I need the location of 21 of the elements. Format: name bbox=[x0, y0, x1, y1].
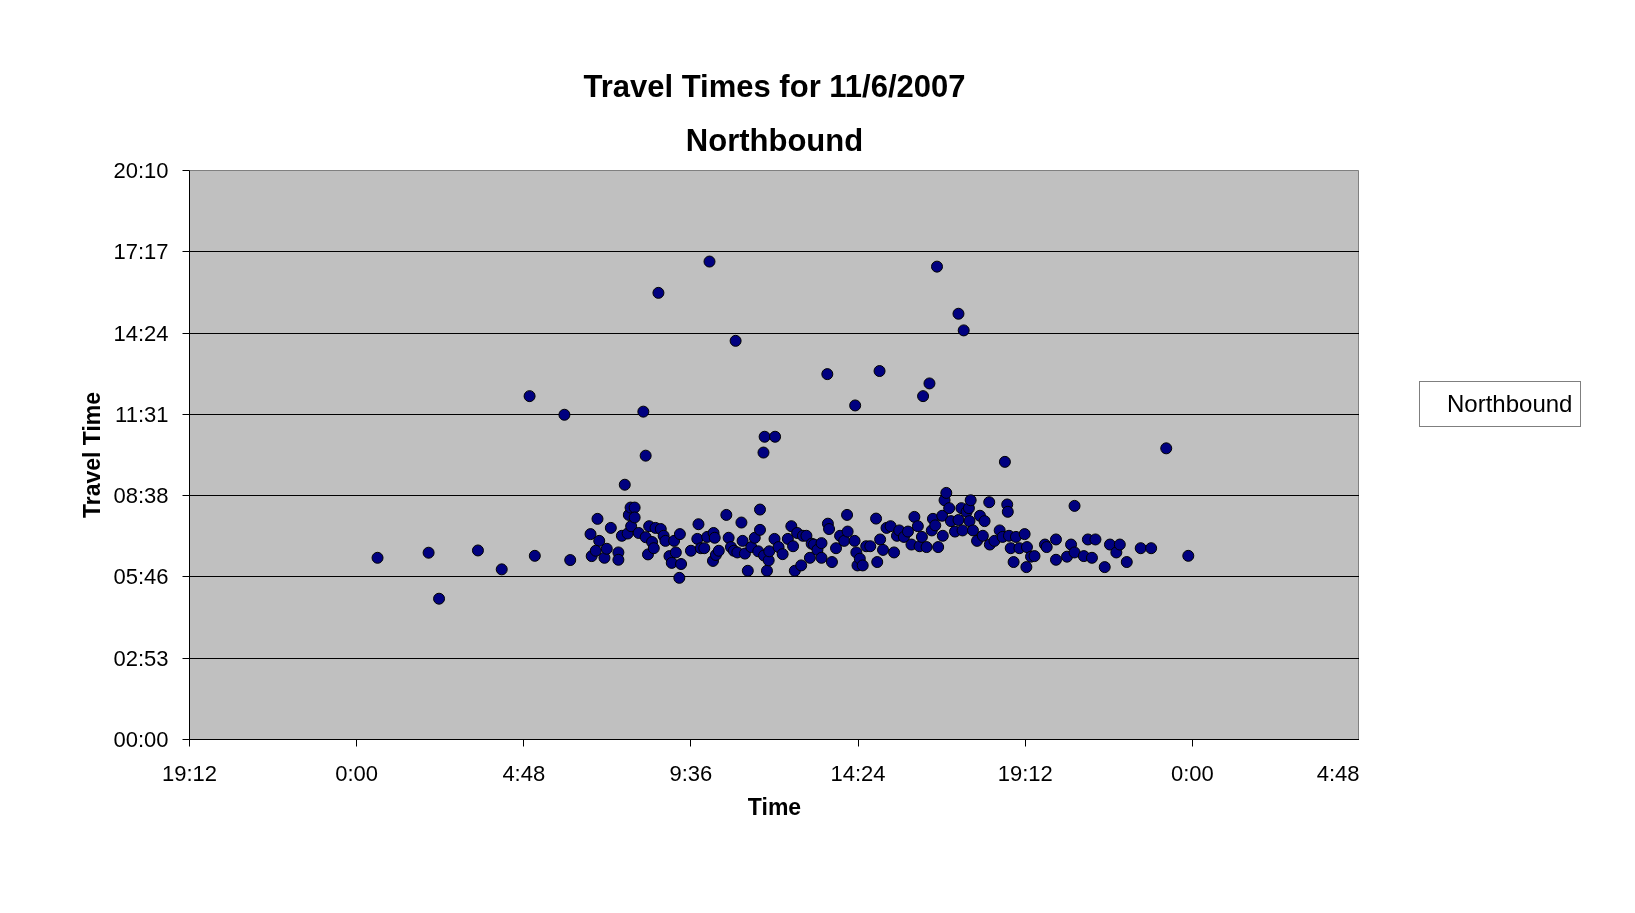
y-tick-label: 02:53 bbox=[113, 645, 169, 671]
x-axis-title: Time bbox=[747, 793, 802, 820]
y-tick-label: 11:31 bbox=[115, 402, 169, 428]
x-tick-label: 9:36 bbox=[669, 760, 713, 786]
y-axis-title: Travel Time bbox=[79, 391, 106, 519]
x-tick-label: 4:48 bbox=[502, 760, 546, 786]
y-tick-label: 05:46 bbox=[113, 564, 169, 590]
y-tick-label: 00:00 bbox=[113, 727, 169, 752]
y-tick-label: 14:24 bbox=[113, 320, 169, 346]
y-tick-label: 08:38 bbox=[113, 483, 169, 509]
chart-subtitle: Northbound bbox=[685, 123, 864, 158]
x-tick-label: 0:00 bbox=[1170, 760, 1214, 786]
y-tick-label: 20:10 bbox=[113, 158, 169, 183]
x-tick-label: 19:12 bbox=[997, 760, 1053, 786]
x-tick-label: 14:24 bbox=[830, 760, 886, 786]
y-tick-label: 17:17 bbox=[113, 239, 169, 265]
x-tick-label: 19:12 bbox=[161, 760, 218, 786]
chart-title: Travel Times for 11/6/2007 bbox=[583, 68, 966, 104]
x-tick-label: 0:00 bbox=[335, 760, 379, 786]
text: Northbound bbox=[1447, 390, 1573, 418]
x-tick-label: 4:48 bbox=[1316, 760, 1360, 786]
